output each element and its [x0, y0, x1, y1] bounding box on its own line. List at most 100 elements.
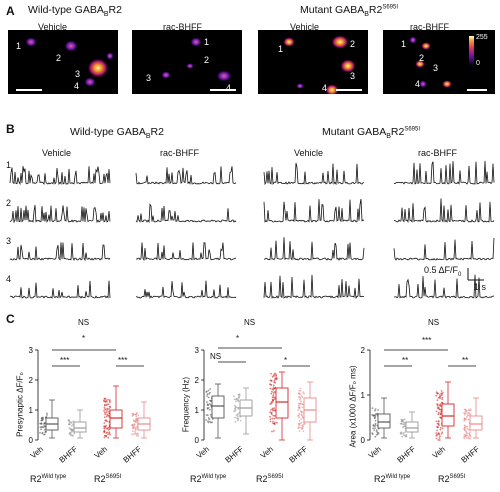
data-point: [237, 406, 239, 409]
roi-label-1: 1: [401, 39, 407, 49]
data-point: [43, 424, 45, 426]
data-point: [464, 425, 466, 428]
data-point: [298, 392, 301, 395]
data-point: [436, 404, 439, 407]
data-point: [442, 392, 444, 394]
data-point: [298, 406, 300, 409]
data-point: [46, 412, 48, 415]
y-tick-label: 3: [29, 346, 34, 355]
trace-row1-col3: [263, 162, 365, 186]
data-point: [234, 421, 237, 423]
data-point: [436, 403, 438, 405]
data-point: [274, 381, 277, 384]
data-point: [302, 391, 305, 394]
data-point: [234, 408, 237, 410]
data-point: [207, 404, 210, 406]
data-point: [270, 390, 273, 393]
data-point: [106, 428, 108, 430]
data-point: [274, 391, 276, 393]
micrograph-mutant-bhff: 1 2 3 4 255 0: [383, 30, 495, 94]
data-point: [467, 429, 470, 431]
data-point: [270, 380, 273, 382]
panel-b-condition-3: Vehicle: [294, 148, 324, 158]
sig-top: NS: [428, 318, 440, 327]
data-point: [103, 427, 106, 430]
data-point: [271, 417, 274, 420]
data-point: [235, 414, 238, 417]
x-tick-veh-wt: Veh: [194, 444, 212, 461]
data-point: [269, 387, 272, 390]
x-tick-veh-mut: Veh: [430, 444, 448, 461]
scale-bar-x-label: 1 s: [474, 282, 487, 292]
data-point: [300, 410, 303, 413]
data-point: [273, 387, 276, 390]
data-point: [69, 432, 72, 435]
y-tick-label: 0: [361, 436, 366, 444]
data-point: [271, 430, 273, 433]
data-point: [107, 428, 110, 431]
data-point: [73, 432, 76, 435]
data-point: [136, 435, 138, 437]
panel-a-condition-4: rac-BHFF: [410, 22, 449, 32]
data-point: [104, 434, 107, 437]
data-point: [39, 426, 42, 428]
data-point: [207, 420, 209, 423]
data-point: [441, 398, 444, 401]
box: [377, 413, 391, 429]
data-point: [103, 406, 106, 409]
sig-top: NS: [78, 318, 90, 327]
data-point: [209, 399, 211, 402]
data-point: [402, 426, 404, 429]
x-tick-veh-wt: Veh: [28, 444, 46, 461]
y-tick-label: 0: [29, 436, 34, 444]
data-point: [401, 435, 404, 438]
data-point: [298, 430, 301, 433]
trace-row-label-4: 4: [6, 274, 12, 284]
data-point: [467, 418, 470, 421]
data-point: [463, 428, 466, 431]
box: [441, 403, 455, 427]
trace-row4-col2: [135, 280, 237, 299]
data-point: [238, 396, 241, 398]
data-point: [439, 426, 442, 429]
data-point: [464, 434, 467, 437]
panel-b-condition-4: rac-BHFF: [418, 148, 457, 158]
data-point: [299, 422, 302, 425]
data-point: [441, 396, 444, 399]
data-point: [133, 420, 135, 423]
trace-row2-col2: [135, 203, 237, 224]
data-point: [44, 430, 47, 433]
data-point: [299, 390, 302, 392]
data-point: [70, 421, 73, 423]
trace-row-label-3: 3: [6, 236, 12, 246]
data-point: [439, 403, 442, 406]
data-point: [298, 416, 300, 419]
data-point: [68, 420, 71, 423]
data-point: [272, 384, 275, 387]
data-point: [136, 432, 139, 435]
data-point: [300, 411, 303, 414]
data-point: [467, 436, 470, 438]
data-point: [464, 413, 466, 416]
data-point: [435, 432, 438, 434]
data-point: [463, 419, 466, 422]
data-point: [270, 384, 273, 386]
data-point: [209, 391, 211, 394]
micrograph-wildtype-vehicle: 1 2 3 4: [8, 30, 118, 94]
roi-label-4: 4: [74, 81, 80, 91]
panel-b-letter: B: [6, 122, 15, 136]
data-point: [40, 428, 42, 431]
data-point: [437, 423, 440, 425]
x-tick-veh-wt: Veh: [366, 444, 384, 461]
data-point: [273, 429, 275, 432]
data-point: [67, 419, 70, 422]
data-point: [103, 416, 106, 419]
data-point: [103, 403, 106, 406]
data-point: [303, 392, 305, 395]
data-point: [275, 374, 278, 377]
data-point: [135, 421, 137, 424]
data-point: [209, 413, 212, 416]
x-tick-bhff-mut: BHFF: [287, 444, 310, 465]
data-point: [107, 433, 109, 436]
data-point: [108, 431, 111, 433]
